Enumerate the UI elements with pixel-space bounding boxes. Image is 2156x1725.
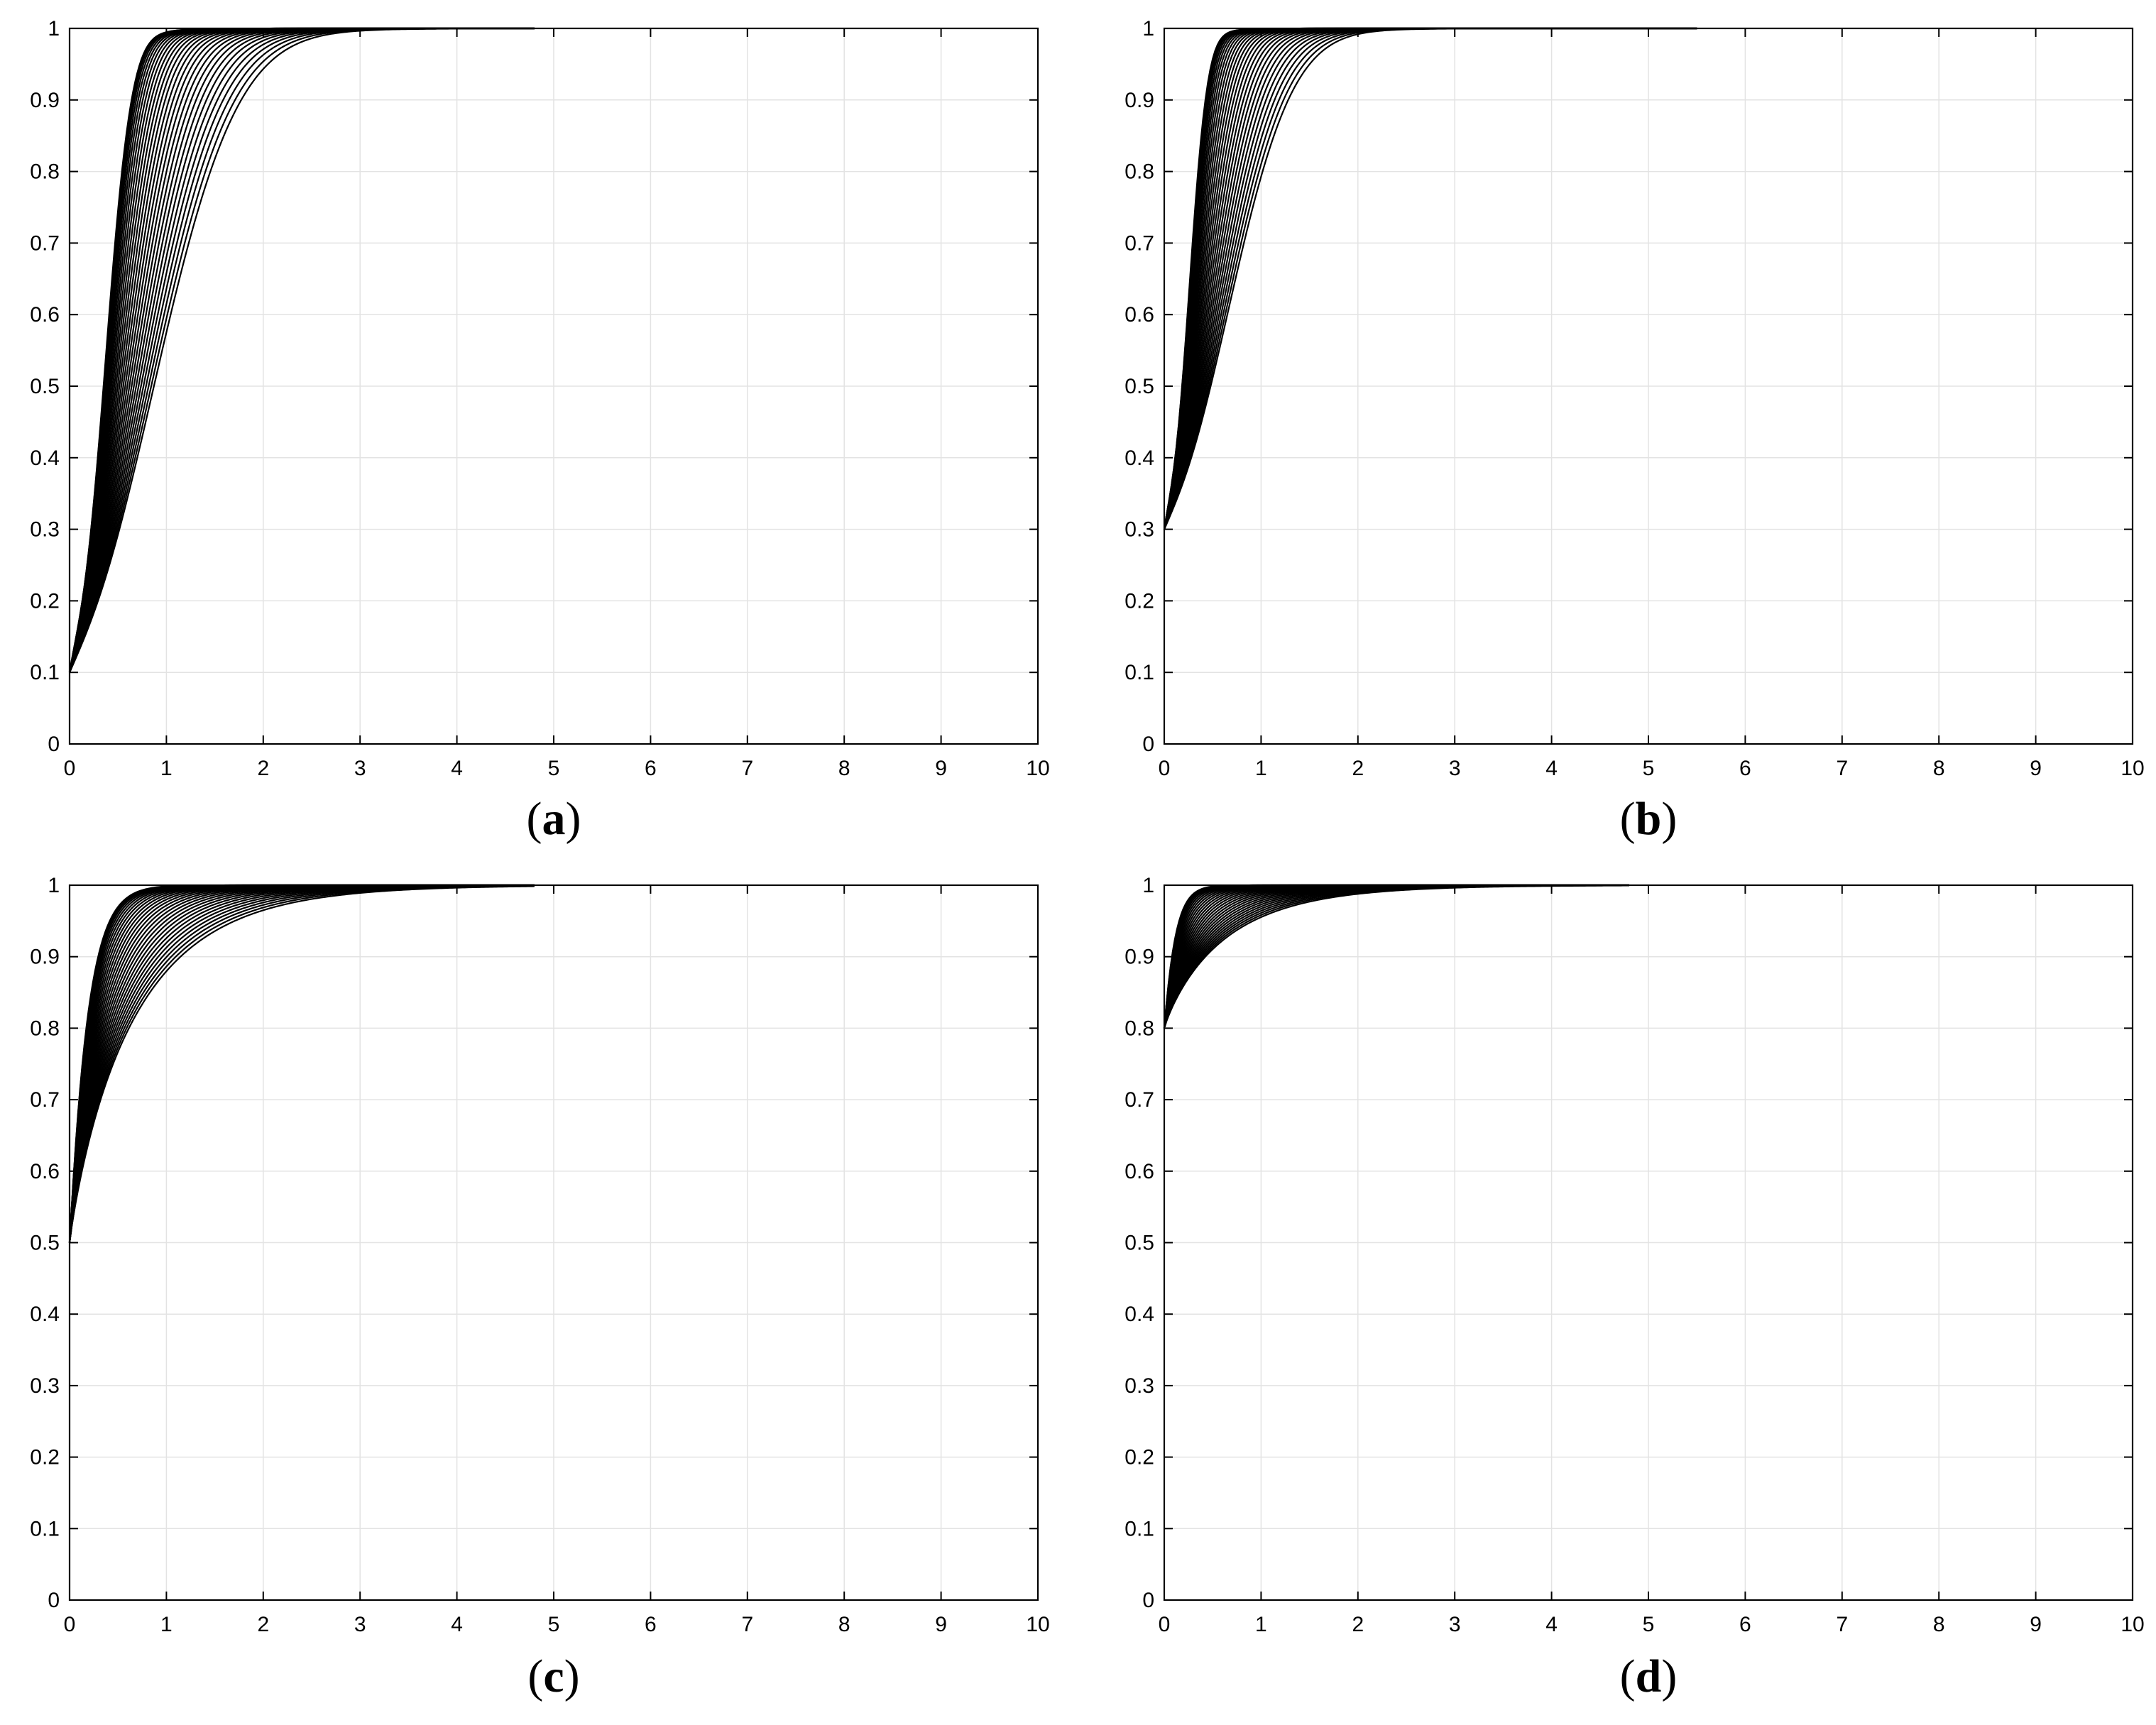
y-tick-label: 0.7 [1124, 1088, 1154, 1112]
y-tick-label: 0.2 [1124, 589, 1154, 613]
y-tick-label: 1 [48, 17, 60, 40]
panel-label: (d) [1620, 1650, 1678, 1702]
x-tick-label: 8 [1933, 757, 1945, 780]
y-tick-label: 0.9 [30, 89, 60, 112]
x-tick-label: 1 [1255, 1613, 1267, 1636]
x-tick-label: 5 [548, 1613, 560, 1636]
x-tick-label: 3 [354, 757, 366, 780]
y-tick-label: 0.5 [1124, 375, 1154, 398]
x-tick-label: 10 [1026, 757, 1049, 780]
x-tick-label: 1 [160, 1613, 173, 1636]
x-tick-label: 5 [1643, 1613, 1655, 1636]
panel-b: 0 1 2 3 4 5 6 7 8 9 10 0 0.1 0.2 0.3 0.4 0.5 0.6 0.7 0.8 0.9… [1124, 17, 2144, 845]
y-tick-label: 0 [1142, 733, 1154, 756]
y-tick-label: 0.2 [30, 589, 60, 613]
y-tick-label: 0.7 [30, 231, 60, 255]
y-tick-label: 0.4 [1124, 1303, 1154, 1326]
x-tick-label: 3 [354, 1613, 366, 1636]
y-tick-label: 0.1 [1124, 1517, 1154, 1540]
y-tick-label: 0.5 [30, 1232, 60, 1255]
y-tick-label: 0.6 [1124, 1160, 1154, 1183]
panel-c: 0 1 2 3 4 5 6 7 8 9 10 0 0.1 0.2 0.3 0.4 0.5 0.6 0.7 0.8 0.9… [30, 874, 1049, 1702]
panel-label: (c) [527, 1650, 579, 1702]
y-tick-label: 0.6 [1124, 303, 1154, 327]
y-tick-label: 0.3 [30, 518, 60, 542]
y-tick-label: 0.2 [1124, 1446, 1154, 1469]
y-tick-label: 0.8 [30, 160, 60, 184]
x-tick-label: 0 [1159, 1613, 1171, 1636]
x-tick-label: 4 [451, 757, 463, 780]
y-tick-label: 0.6 [30, 1160, 60, 1183]
x-tick-label: 3 [1449, 1613, 1461, 1636]
y-tick-label: 0.5 [1124, 1232, 1154, 1255]
x-tick-label: 1 [160, 757, 173, 780]
x-tick-label: 2 [1352, 1613, 1364, 1636]
y-tick-label: 0 [48, 733, 60, 756]
x-tick-label: 3 [1449, 757, 1461, 780]
y-tick-label: 0.1 [30, 1517, 60, 1540]
x-tick-label: 0 [64, 757, 76, 780]
x-tick-label: 4 [1545, 757, 1558, 780]
y-tick-label: 0.2 [30, 1446, 60, 1469]
y-tick-label: 0.5 [30, 375, 60, 398]
panel-d: 0 1 2 3 4 5 6 7 8 9 10 0 0.1 0.2 0.3 0.4 0.5 0.6 0.7 0.8 0.9… [1124, 874, 2144, 1702]
x-tick-label: 9 [2030, 757, 2042, 780]
x-tick-label: 6 [1739, 1613, 1751, 1636]
x-tick-label: 8 [838, 757, 850, 780]
panel-a: 0 1 2 3 4 5 6 7 8 9 10 0 0.1 0.2 0.3 0.4 0.5 0.6 0.7 0.8 0.9… [30, 17, 1049, 845]
x-tick-label: 8 [838, 1613, 850, 1636]
x-tick-label: 9 [2030, 1613, 2042, 1636]
y-tick-label: 1 [48, 874, 60, 897]
x-tick-label: 10 [2121, 1613, 2144, 1636]
y-tick-label: 0 [48, 1589, 60, 1612]
x-tick-label: 6 [645, 757, 657, 780]
x-tick-label: 4 [451, 1613, 463, 1636]
y-tick-label: 0.9 [1124, 946, 1154, 969]
x-tick-label: 10 [2121, 757, 2144, 780]
y-tick-label: 0.3 [30, 1374, 60, 1398]
panel-label: (a) [527, 793, 581, 845]
x-tick-label: 9 [935, 757, 947, 780]
y-tick-label: 0.7 [30, 1088, 60, 1112]
x-tick-label: 0 [64, 1613, 76, 1636]
y-tick-label: 0.8 [1124, 1017, 1154, 1040]
x-tick-label: 7 [741, 1613, 753, 1636]
x-tick-label: 6 [1739, 757, 1751, 780]
y-tick-label: 0.6 [30, 303, 60, 327]
y-tick-label: 0.1 [1124, 661, 1154, 684]
y-tick-label: 1 [1142, 17, 1154, 40]
y-tick-label: 0.3 [1124, 518, 1154, 542]
x-tick-label: 5 [1643, 757, 1655, 780]
y-tick-label: 0.9 [30, 946, 60, 969]
y-tick-label: 0.7 [1124, 231, 1154, 255]
x-tick-label: 5 [548, 757, 560, 780]
x-tick-label: 6 [645, 1613, 657, 1636]
y-tick-label: 0.8 [1124, 160, 1154, 184]
y-tick-label: 0.4 [30, 1303, 60, 1326]
y-tick-label: 0.9 [1124, 89, 1154, 112]
x-tick-label: 8 [1933, 1613, 1945, 1636]
y-tick-label: 0.8 [30, 1017, 60, 1040]
panel-label: (b) [1620, 793, 1678, 845]
x-tick-label: 4 [1545, 1613, 1558, 1636]
y-tick-label: 0 [1142, 1589, 1154, 1612]
x-tick-label: 0 [1159, 757, 1171, 780]
x-tick-label: 10 [1026, 1613, 1049, 1636]
x-tick-label: 1 [1255, 757, 1267, 780]
y-tick-label: 0.4 [30, 447, 60, 470]
x-tick-label: 7 [1836, 757, 1848, 780]
y-tick-label: 1 [1142, 874, 1154, 897]
x-tick-label: 7 [741, 757, 753, 780]
x-tick-label: 2 [1352, 757, 1364, 780]
x-tick-label: 7 [1836, 1613, 1848, 1636]
y-tick-label: 0.4 [1124, 447, 1154, 470]
x-tick-label: 2 [257, 1613, 269, 1636]
x-tick-label: 9 [935, 1613, 947, 1636]
x-tick-label: 2 [257, 757, 269, 780]
y-tick-label: 0.3 [1124, 1374, 1154, 1398]
y-tick-label: 0.1 [30, 661, 60, 684]
